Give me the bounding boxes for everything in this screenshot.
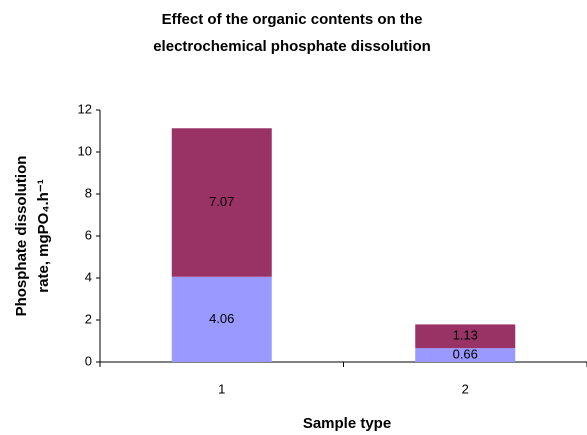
y-tick-label: 0 [85, 353, 92, 368]
value-label: 4.06 [209, 311, 234, 326]
chart-title: electrochemical phosphate dissolution [153, 38, 431, 55]
y-tick-label: 12 [78, 101, 92, 116]
bar-segment [415, 324, 516, 349]
x-tick-label: 1 [218, 381, 225, 396]
value-label: 1.13 [453, 328, 478, 343]
bar-segment [171, 276, 272, 362]
bar-segment [171, 128, 272, 277]
chart-title: Effect of the organic contents on the [162, 11, 423, 28]
bar-segment [415, 348, 516, 362]
y-tick-label: 2 [85, 311, 92, 326]
value-label: 7.07 [209, 194, 234, 209]
x-axis-title: Sample type [303, 415, 391, 432]
y-tick-label: 6 [85, 227, 92, 242]
y-tick-label: 10 [78, 143, 92, 158]
y-tick-label: 8 [85, 185, 92, 200]
value-label: 0.66 [453, 347, 478, 362]
y-axis-title: rate, mgPO₄.h⁻¹ [35, 179, 52, 292]
y-tick-label: 4 [85, 269, 92, 284]
y-axis-title: Phosphate dissolution [13, 156, 30, 317]
x-tick-label: 2 [462, 381, 469, 396]
